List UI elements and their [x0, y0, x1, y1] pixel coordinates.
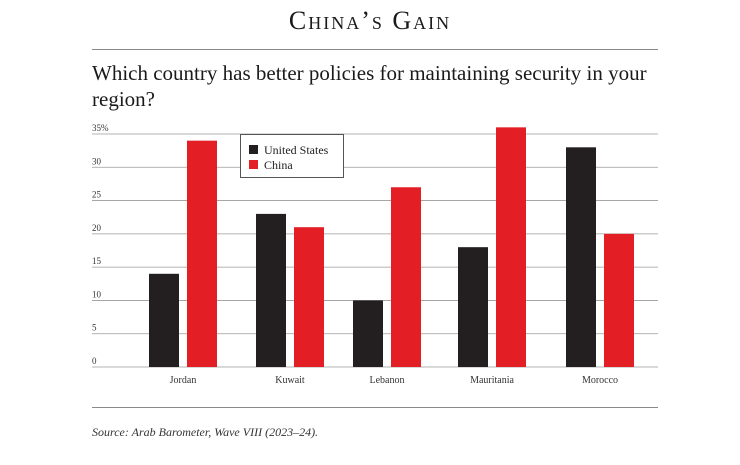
legend: United States China [240, 134, 344, 178]
bar-us-jordan [149, 273, 179, 367]
x-tick-labels: Jordan Kuwait Lebanon Mauritania Morocco [170, 375, 618, 386]
bar-us-lebanon [353, 300, 383, 367]
y-tick-label: 10 [92, 289, 102, 299]
y-tick-label: 20 [92, 223, 102, 233]
y-tick-label: 30 [92, 156, 102, 166]
legend-item-us: United States [249, 143, 328, 157]
x-tick-label: Lebanon [370, 375, 405, 386]
bar-us-kuwait [256, 213, 286, 367]
x-tick-label: Mauritania [470, 375, 514, 386]
y-tick-label: 25 [92, 190, 102, 200]
top-divider [92, 49, 658, 50]
legend-swatch-china [249, 160, 258, 169]
x-tick-label: Morocco [582, 375, 618, 386]
y-tick-label: 5 [92, 323, 97, 333]
legend-item-china: China [249, 158, 293, 172]
chart-title: China’s Gain [288, 6, 452, 35]
bar-china-jordan [187, 140, 217, 367]
legend-swatch-us [249, 145, 258, 154]
bar-china-kuwait [294, 227, 324, 367]
legend-label-us: United States [264, 143, 329, 157]
y-tick-label: 15 [92, 256, 102, 266]
chart-subtitle: Which country has better policies for ma… [92, 61, 647, 111]
y-tick-label: 0 [92, 356, 97, 366]
bar-china-lebanon [391, 187, 421, 367]
bar-china-morocco [604, 233, 634, 367]
bars [149, 127, 634, 367]
x-tick-label: Jordan [170, 375, 197, 386]
source-note: Source: Arab Barometer, Wave VIII (2023–… [92, 425, 319, 439]
bar-us-morocco [566, 147, 596, 367]
legend-label-china: China [264, 158, 293, 172]
bar-china-mauritania [496, 127, 526, 367]
x-tick-label: Kuwait [275, 375, 305, 386]
y-tick-label: 35% [92, 123, 109, 133]
y-tick-labels: 0 5 10 15 20 25 30 35% [92, 123, 109, 366]
bottom-divider [92, 407, 658, 408]
bar-us-mauritania [458, 247, 488, 367]
